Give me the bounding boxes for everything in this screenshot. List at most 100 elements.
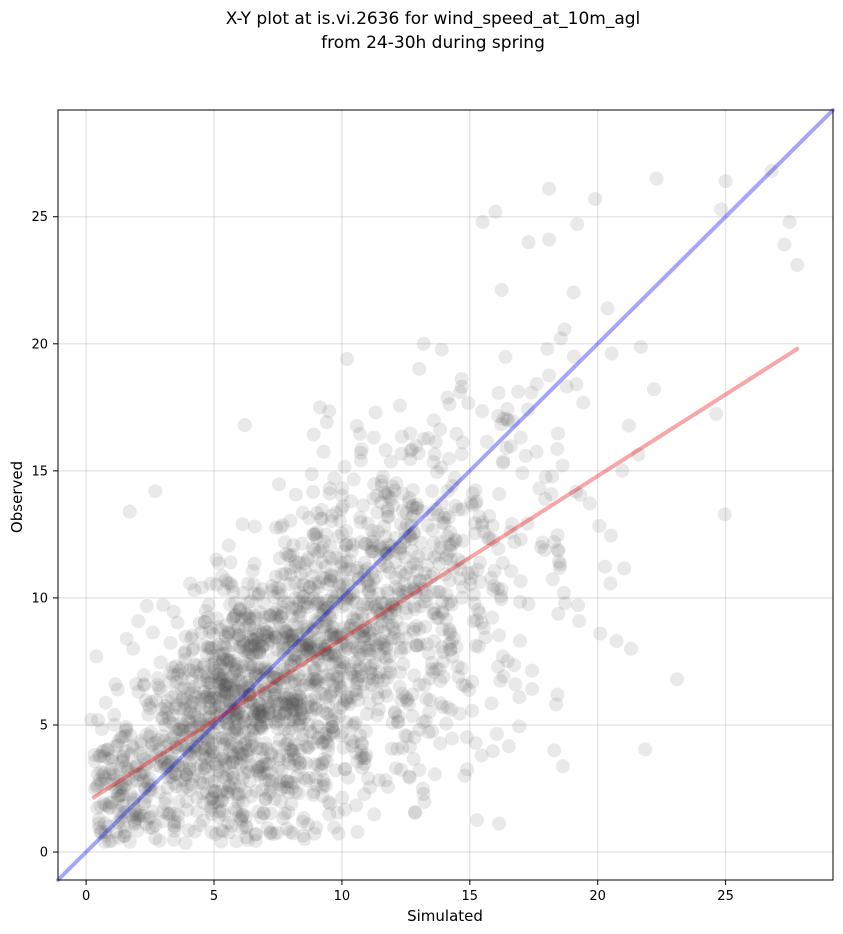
data-point xyxy=(218,757,233,772)
data-point xyxy=(175,660,190,675)
data-point xyxy=(170,754,185,769)
data-point xyxy=(225,736,240,751)
data-point xyxy=(114,755,129,770)
data-point xyxy=(313,544,328,559)
data-point xyxy=(232,601,247,616)
data-point xyxy=(197,615,212,630)
data-point xyxy=(230,673,245,688)
data-point xyxy=(148,758,163,773)
data-point xyxy=(300,596,315,611)
data-point xyxy=(362,638,377,653)
data-point xyxy=(350,825,365,840)
data-point xyxy=(224,669,239,684)
data-point xyxy=(288,651,303,666)
data-point xyxy=(208,784,223,799)
data-point xyxy=(399,565,414,580)
data-point xyxy=(202,749,217,764)
data-point xyxy=(717,507,732,522)
data-point xyxy=(518,448,533,463)
data-point xyxy=(123,728,138,743)
data-point xyxy=(400,693,415,708)
data-point xyxy=(388,555,403,570)
data-point xyxy=(203,717,218,732)
data-point xyxy=(311,642,326,657)
data-point xyxy=(152,833,167,848)
data-point xyxy=(203,741,218,756)
data-point xyxy=(342,621,357,636)
data-point xyxy=(345,635,360,650)
data-point xyxy=(209,552,224,567)
data-point xyxy=(631,447,646,462)
data-point xyxy=(487,564,502,579)
data-point xyxy=(183,699,198,714)
data-point xyxy=(434,342,449,357)
data-point xyxy=(403,452,418,467)
data-point xyxy=(221,538,236,553)
data-point xyxy=(175,731,190,746)
data-point xyxy=(393,665,408,680)
data-point xyxy=(406,582,421,597)
data-point xyxy=(108,768,123,783)
data-point xyxy=(251,707,266,722)
data-point xyxy=(323,688,338,703)
data-point xyxy=(248,833,263,848)
data-point xyxy=(201,676,216,691)
data-point xyxy=(225,684,240,699)
data-point xyxy=(344,494,359,509)
data-point xyxy=(259,625,274,640)
data-point xyxy=(296,678,311,693)
data-point xyxy=(310,545,325,560)
data-point xyxy=(336,697,351,712)
data-point xyxy=(178,652,193,667)
data-point xyxy=(409,638,424,653)
data-point xyxy=(420,558,435,573)
data-point xyxy=(315,735,330,750)
data-point xyxy=(220,785,235,800)
data-point xyxy=(111,782,126,797)
data-point xyxy=(176,760,191,775)
data-point xyxy=(532,481,547,496)
data-point xyxy=(288,674,303,689)
data-point xyxy=(226,781,241,796)
data-point xyxy=(380,671,395,686)
data-point xyxy=(274,609,289,624)
data-point xyxy=(476,620,491,635)
data-point xyxy=(300,817,315,832)
data-point xyxy=(161,711,176,726)
data-point xyxy=(134,736,149,751)
data-point xyxy=(256,758,271,773)
data-point xyxy=(291,688,306,703)
data-point xyxy=(343,618,358,633)
data-point xyxy=(389,597,404,612)
data-point xyxy=(130,773,145,788)
data-point xyxy=(198,741,213,756)
data-point xyxy=(297,832,312,847)
data-point xyxy=(307,621,322,636)
data-point xyxy=(317,734,332,749)
data-point xyxy=(360,573,375,588)
data-point xyxy=(220,692,235,707)
data-point xyxy=(144,738,159,753)
data-point xyxy=(241,595,256,610)
data-point xyxy=(203,690,218,705)
data-point xyxy=(323,567,338,582)
data-point xyxy=(167,806,182,821)
data-point xyxy=(296,706,311,721)
data-point xyxy=(276,660,291,675)
data-point xyxy=(405,482,420,497)
data-point xyxy=(242,687,257,702)
data-point xyxy=(295,577,310,592)
data-point xyxy=(229,663,244,678)
data-point xyxy=(220,685,235,700)
data-point xyxy=(308,690,323,705)
data-point xyxy=(553,557,568,572)
data-point xyxy=(203,800,218,815)
data-point xyxy=(119,719,134,734)
data-point xyxy=(279,625,294,640)
data-point xyxy=(290,649,305,664)
data-point xyxy=(378,773,393,788)
data-point xyxy=(316,603,331,618)
data-point xyxy=(93,799,108,814)
data-point xyxy=(445,731,460,746)
data-point xyxy=(422,704,437,719)
